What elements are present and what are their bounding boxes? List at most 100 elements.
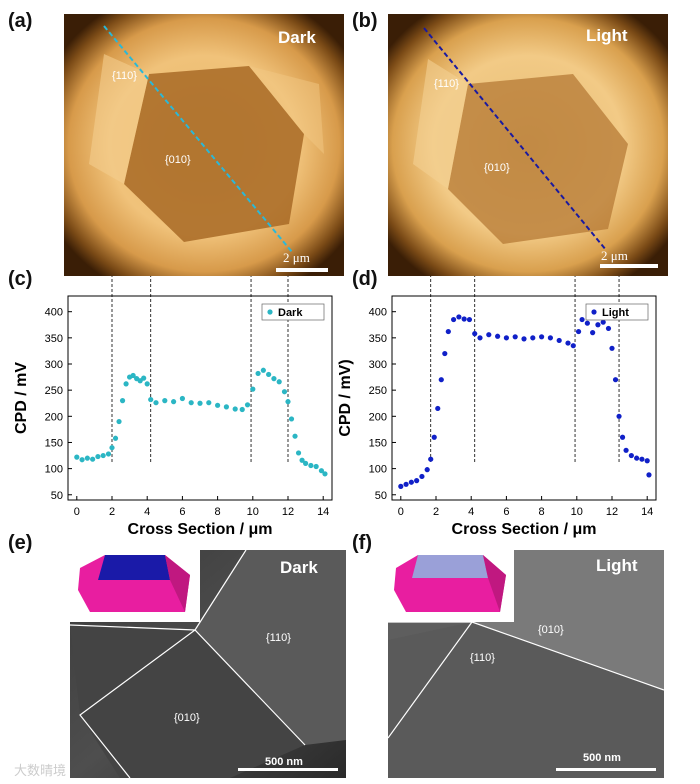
data-point: [130, 372, 136, 379]
sem-dark-edge-1: [194, 549, 247, 631]
data-point: [255, 370, 261, 377]
data-point: [623, 447, 629, 453]
sem-dark-scale-text: 500 nm: [265, 756, 303, 768]
data-point: [295, 450, 302, 456]
y-axis-label: CPD / mV): [337, 359, 354, 436]
crystal-model-light: [388, 550, 514, 622]
data-point: [232, 406, 238, 412]
y-tick-label: 400: [45, 307, 63, 319]
data-point: [119, 398, 126, 404]
x-axis-label: Cross Section / μm: [452, 521, 597, 538]
x-tick-label: 8: [539, 506, 545, 518]
sem-light-edge-2: [387, 621, 473, 739]
data-point: [116, 418, 122, 425]
data-point: [403, 481, 409, 487]
data-point: [74, 454, 80, 460]
data-point: [628, 452, 634, 459]
x-tick-label: 10: [247, 506, 259, 518]
data-point: [565, 340, 571, 346]
y-tick-label: 100: [45, 464, 63, 476]
afm-light-mode-label: Light: [586, 26, 628, 45]
sem-light-mode-label: Light: [596, 556, 638, 575]
afm-dark-svg: [64, 14, 344, 276]
y-tick-label: 250: [369, 385, 387, 397]
sem-dark-edge-3: [79, 629, 196, 779]
data-point: [95, 453, 101, 460]
sem-dark-scale-bar: [238, 768, 338, 771]
data-point: [250, 386, 256, 392]
data-point: [570, 343, 576, 349]
data-point: [530, 335, 536, 341]
afm-image-light: [388, 14, 668, 276]
afm-dark-facet-010: {010}: [165, 154, 191, 166]
data-point: [105, 451, 112, 457]
y-tick-label: 400: [369, 307, 387, 319]
y-tick-label: 350: [45, 333, 63, 345]
sem-light-scale-text: 500 nm: [583, 752, 621, 764]
data-point: [100, 452, 106, 459]
afm-light-010-facet: [448, 74, 628, 244]
crystal-model-dark: [70, 550, 200, 622]
sem-light-facet-110: {110}: [470, 652, 495, 664]
data-point: [456, 314, 462, 320]
legend-label: Light: [602, 307, 629, 319]
data-point: [303, 460, 309, 466]
data-point: [215, 402, 221, 408]
y-tick-label: 150: [369, 437, 387, 449]
panel-d-label: (d): [352, 268, 378, 290]
y-tick-label: 150: [45, 437, 63, 449]
y-tick-label: 50: [375, 490, 387, 502]
afm-light-facet-010: {010}: [484, 162, 510, 174]
y-tick-label: 300: [369, 359, 387, 371]
panel-f-label: (f): [352, 532, 372, 554]
data-point: [141, 375, 147, 381]
data-point: [313, 463, 319, 470]
x-tick-label: 8: [215, 506, 221, 518]
data-point: [547, 335, 554, 341]
data-point: [408, 479, 414, 485]
x-tick-label: 0: [74, 506, 80, 518]
data-point: [281, 389, 288, 395]
watermark: 大数晴境: [14, 764, 67, 779]
data-point: [445, 328, 451, 335]
data-point: [646, 472, 652, 478]
data-point: [171, 399, 177, 405]
afm-dark-mode-label: Dark: [278, 28, 316, 47]
data-point: [197, 400, 203, 406]
chart-frame: [67, 295, 333, 501]
x-tick-label: 4: [144, 506, 150, 518]
afm-dark-scale-bar: [276, 268, 328, 272]
x-tick-label: 12: [282, 506, 294, 518]
afm-light-facet-110: {110}: [434, 78, 459, 90]
data-point: [148, 396, 154, 403]
panel-c-label: (c): [8, 268, 33, 290]
afm-image-dark: [64, 14, 344, 276]
data-point: [260, 367, 266, 373]
sem-light-scale-bar: [556, 768, 656, 771]
x-tick-label: 4: [468, 506, 474, 518]
y-tick-label: 50: [51, 490, 63, 502]
data-point: [162, 398, 168, 404]
afm-dark-facet-110: {110}: [112, 70, 137, 82]
y-tick-label: 100: [369, 464, 387, 476]
legend-label: Dark: [278, 307, 303, 319]
panel-a-label: (a): [8, 10, 33, 32]
data-point: [539, 334, 545, 340]
x-tick-label: 14: [317, 506, 329, 518]
data-point: [112, 435, 119, 441]
x-tick-label: 2: [109, 506, 115, 518]
data-point: [223, 404, 229, 410]
sem-dark-110-facet: [195, 550, 346, 745]
chart-dark: 50 100 150 200 250 300 350 400 0 2 4 6 8 10 12 14 Cross …: [13, 276, 333, 538]
legend-box: [261, 303, 325, 321]
data-point: [308, 462, 314, 469]
data-point: [179, 395, 185, 402]
data-point: [472, 331, 478, 337]
data-point: [451, 316, 457, 323]
x-tick-label: 14: [641, 506, 653, 518]
data-point: [299, 457, 305, 463]
data-point: [322, 471, 328, 477]
afm-dark-scan-line: [103, 25, 293, 253]
data-point: [512, 334, 518, 340]
